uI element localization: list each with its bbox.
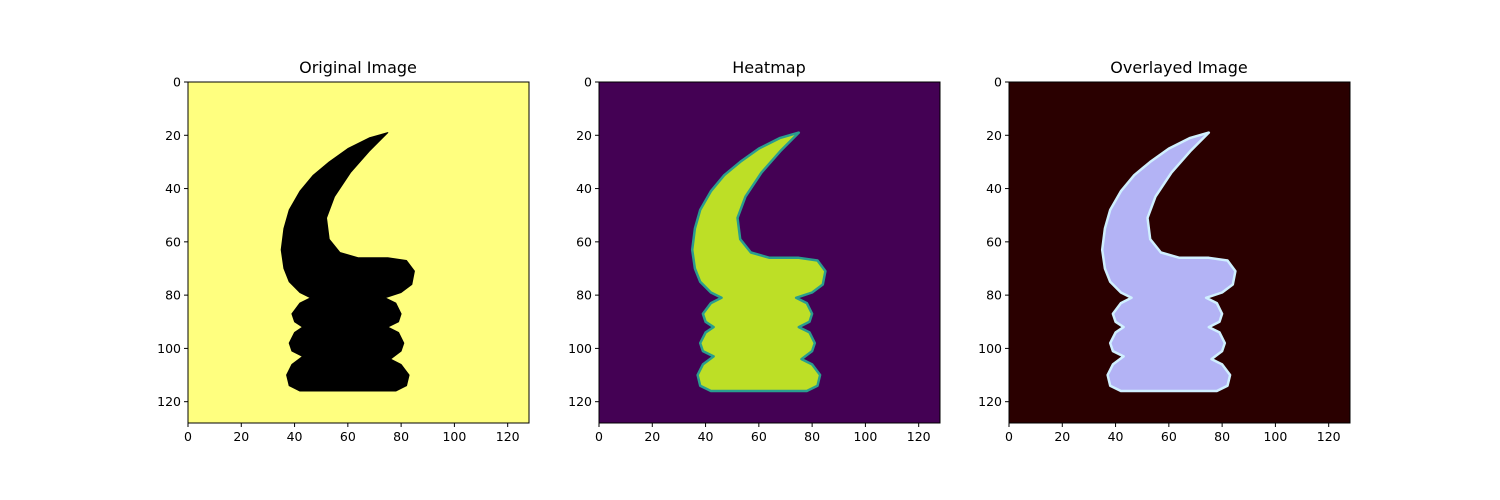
x-tick-label: 120 xyxy=(1317,429,1341,444)
y-tick-label: 100 xyxy=(978,341,1002,356)
shape-silhouette xyxy=(280,132,415,392)
x-tick-label: 0 xyxy=(184,429,192,444)
y-tick-label: 40 xyxy=(165,181,181,196)
shape-silhouette xyxy=(690,131,827,393)
y-tick-label: 60 xyxy=(165,234,181,249)
y-axis-ticks: 0 20 40 60 80 100 120 xyxy=(978,75,1009,409)
y-tick-label: 60 xyxy=(986,234,1002,249)
y-tick-label: 120 xyxy=(568,394,592,409)
panel-title: Overlayed Image xyxy=(1110,58,1247,77)
x-tick-label: 80 xyxy=(1214,429,1230,444)
y-tick-label: 40 xyxy=(576,181,592,196)
x-tick-label: 20 xyxy=(644,429,660,444)
x-tick-label: 40 xyxy=(1108,429,1124,444)
y-tick-label: 0 xyxy=(173,75,181,90)
y-tick-label: 80 xyxy=(986,288,1002,303)
y-tick-label: 0 xyxy=(584,75,592,90)
x-tick-label: 20 xyxy=(1054,429,1070,444)
y-tick-label: 80 xyxy=(576,288,592,303)
y-tick-label: 20 xyxy=(165,128,181,143)
panel-heatmap: Heatmap 0 20 40 60 80 100 120 0 20 40 60 80 100 120 xyxy=(568,58,941,444)
y-tick-label: 20 xyxy=(986,128,1002,143)
y-tick-label: 120 xyxy=(157,394,181,409)
x-tick-label: 60 xyxy=(1161,429,1177,444)
x-tick-label: 0 xyxy=(1005,429,1013,444)
x-tick-label: 120 xyxy=(496,429,520,444)
x-tick-label: 80 xyxy=(393,429,409,444)
panel-title: Heatmap xyxy=(732,58,806,77)
x-tick-label: 40 xyxy=(287,429,303,444)
x-axis-ticks: 0 20 40 60 80 100 120 xyxy=(184,423,520,444)
x-tick-label: 100 xyxy=(442,429,466,444)
y-axis-ticks: 0 20 40 60 80 100 120 xyxy=(157,75,188,409)
y-tick-label: 100 xyxy=(568,341,592,356)
y-axis-ticks: 0 20 40 60 80 100 120 xyxy=(568,75,599,409)
axes-frame xyxy=(1008,81,1351,424)
y-tick-label: 60 xyxy=(576,234,592,249)
panel-title: Original Image xyxy=(299,58,417,77)
shape-silhouette xyxy=(1100,131,1237,393)
x-axis-ticks: 0 20 40 60 80 100 120 xyxy=(1005,423,1341,444)
y-tick-label: 40 xyxy=(986,181,1002,196)
x-tick-label: 80 xyxy=(804,429,820,444)
y-tick-label: 80 xyxy=(165,288,181,303)
x-tick-label: 20 xyxy=(233,429,249,444)
y-tick-label: 100 xyxy=(157,341,181,356)
axes-frame xyxy=(598,81,941,424)
x-tick-label: 100 xyxy=(853,429,877,444)
panel-overlayed-image: Overlayed Image 0 20 40 60 80 100 120 0 20 40 60 8… xyxy=(978,58,1351,444)
x-tick-label: 60 xyxy=(751,429,767,444)
axes-frame xyxy=(187,81,530,424)
x-tick-label: 100 xyxy=(1263,429,1287,444)
x-tick-label: 60 xyxy=(340,429,356,444)
x-tick-label: 40 xyxy=(698,429,714,444)
panel-original-image: Original Image 0 20 40 60 80 100 120 0 20 40 60 80… xyxy=(157,58,530,444)
y-tick-label: 20 xyxy=(576,128,592,143)
x-tick-label: 0 xyxy=(595,429,603,444)
x-axis-ticks: 0 20 40 60 80 100 120 xyxy=(595,423,931,444)
x-tick-label: 120 xyxy=(907,429,931,444)
y-tick-label: 0 xyxy=(994,75,1002,90)
y-tick-label: 120 xyxy=(978,394,1002,409)
